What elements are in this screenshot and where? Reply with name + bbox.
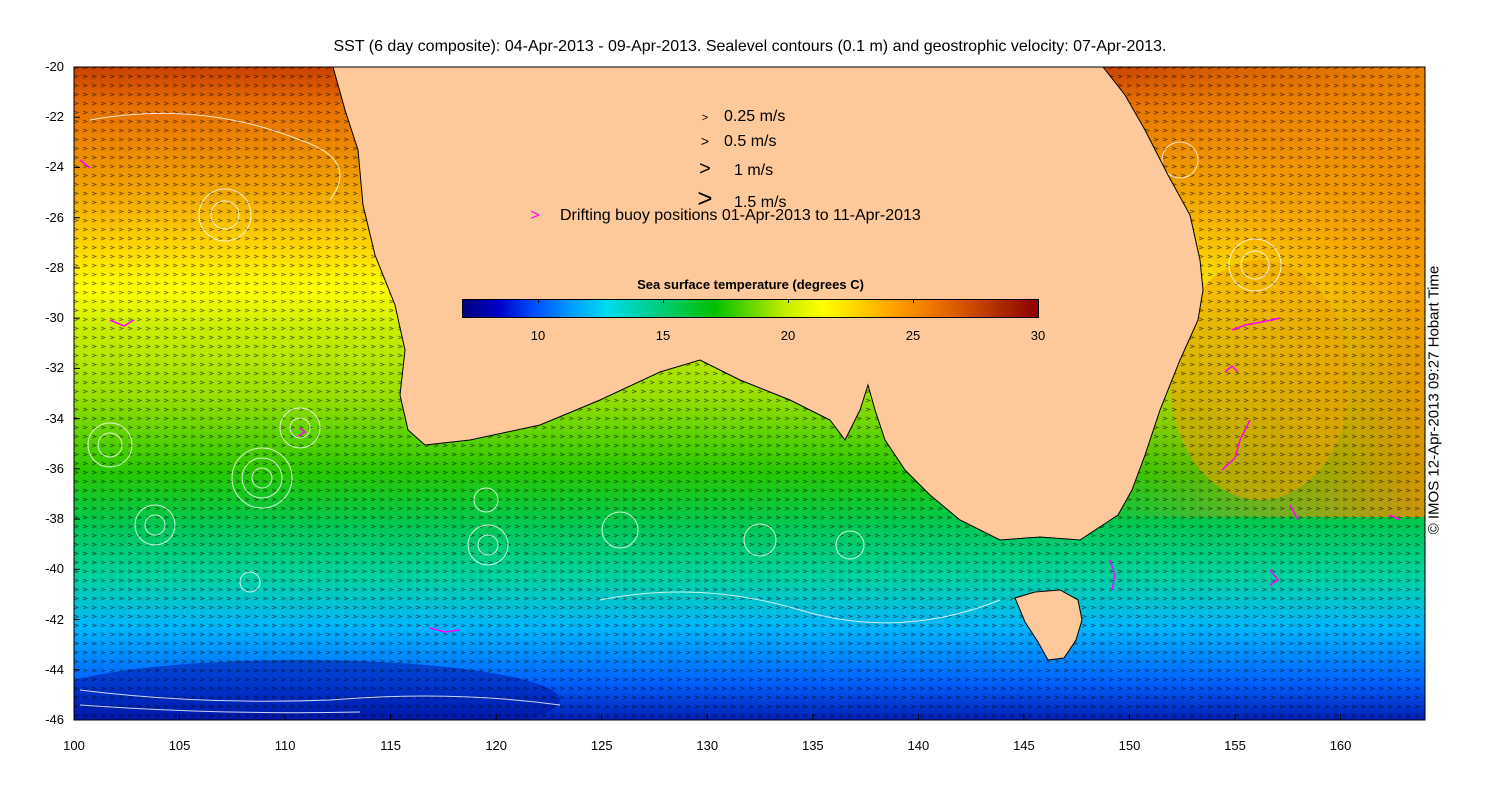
y-tick-label: -26 <box>45 209 64 225</box>
sealevel-contours <box>79 112 1282 714</box>
drifting-buoy-tracks <box>79 159 1401 633</box>
y-tick-label: -20 <box>45 59 64 74</box>
y-tick-label: -46 <box>45 712 64 727</box>
y-tick-label: -40 <box>45 561 64 577</box>
colorbar-tick-label: 10 <box>530 328 546 343</box>
x-tick-label: 150 <box>1118 738 1141 753</box>
legend-item: >1.5 m/s <box>690 183 786 214</box>
legend-label: 1 m/s <box>734 162 774 179</box>
tasmania-land <box>1014 589 1083 661</box>
y-tick-label: -34 <box>45 410 64 426</box>
plot-frame <box>73 66 1426 721</box>
x-axis-ticks <box>73 714 1342 720</box>
buoy-arrow-icon: > <box>530 207 540 224</box>
legend-item: >1 m/s <box>690 158 773 181</box>
colorbar-tick-mark <box>538 299 539 303</box>
colorbar-title: Sea surface temperature (degrees C) <box>637 277 864 292</box>
x-tick-label: 140 <box>907 738 930 753</box>
colorbar-tick-mark <box>1038 299 1039 303</box>
x-tick-label: 115 <box>380 738 401 753</box>
velocity-arrow-icon: > <box>699 158 711 180</box>
x-tick-label: 120 <box>485 738 508 753</box>
legend-label: 0.25 m/s <box>724 108 786 125</box>
x-tick-label: 130 <box>696 738 719 753</box>
figure-title: SST (6 day composite): 04-Apr-2013 - 09-… <box>333 38 1167 55</box>
x-tick-label: 105 <box>168 738 191 753</box>
y-tick-label: -22 <box>45 109 64 125</box>
y-tick-label: -24 <box>45 159 64 175</box>
x-tick-label: 160 <box>1329 738 1352 753</box>
x-tick-label: 145 <box>1013 738 1035 753</box>
velocity-arrow-icon: > <box>697 183 713 213</box>
colorbar-tick-label: 15 <box>655 328 671 343</box>
x-tick-label: 155 <box>1224 738 1246 753</box>
colorbar-tick-mark <box>913 299 914 303</box>
credit-label: © IMOS 12-Apr-2013 09:27 Hobart Time <box>1425 265 1443 535</box>
colorbar-tick-label: 20 <box>780 328 796 343</box>
legend-label: 1.5 m/s <box>734 194 787 211</box>
y-tick-label: -32 <box>45 360 64 376</box>
colorbar-tick-label: 25 <box>905 328 921 343</box>
buoy-legend-label: Drifting buoy positions 01-Apr-2013 to 1… <box>560 207 921 224</box>
x-tick-label: 125 <box>590 738 613 753</box>
velocity-arrow-icon: > <box>700 133 710 149</box>
credit-text: © IMOS 12-Apr-2013 09:27 Hobart Time <box>1426 266 1454 535</box>
x-tick-label: 135 <box>801 738 824 753</box>
y-tick-label: -30 <box>45 310 64 326</box>
legend-item: >0.25 m/s <box>690 108 786 126</box>
legend-item: >0.5 m/s <box>690 133 777 151</box>
velocity-arrow-icon: > <box>701 112 709 124</box>
legend-item-buoy: > Drifting buoy positions 01-Apr-2013 to … <box>522 207 921 225</box>
x-tick-label: 110 <box>274 738 296 753</box>
y-tick-label: -44 <box>45 661 64 677</box>
colorbar-tick-mark <box>788 299 789 303</box>
colorbar-tick-mark <box>663 299 664 303</box>
x-tick-label: 100 <box>63 738 85 753</box>
sst-colorbar <box>462 299 1039 318</box>
y-tick-label: -38 <box>45 511 64 527</box>
colorbar-tick-label: 30 <box>1030 328 1046 343</box>
legend-label: 0.5 m/s <box>724 133 777 150</box>
y-tick-label: -36 <box>45 460 64 476</box>
y-axis-ticks <box>74 66 80 721</box>
y-tick-label: -28 <box>45 259 64 275</box>
y-tick-label: -42 <box>45 611 64 627</box>
